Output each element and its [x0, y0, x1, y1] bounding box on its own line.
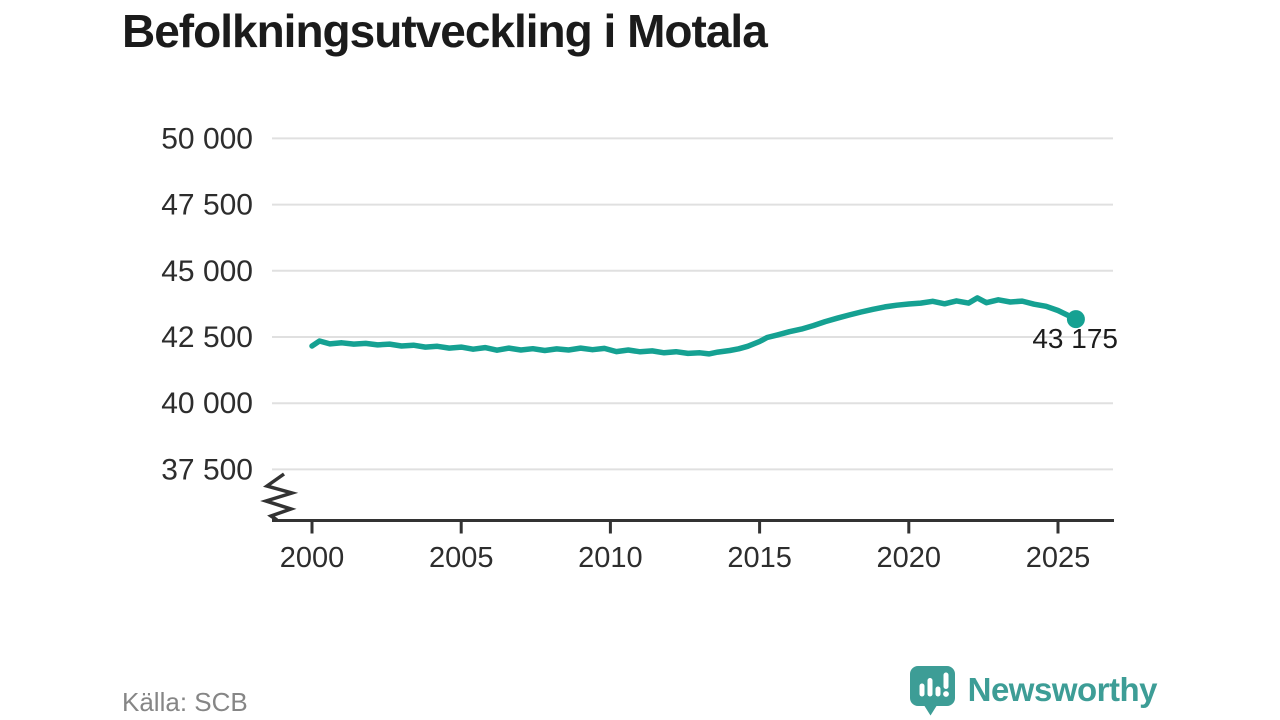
x-tick-label: 2015	[727, 542, 792, 574]
chart-title: Befolkningsutveckling i Motala	[122, 5, 768, 57]
y-tick-label: 40 000	[161, 387, 253, 420]
last-value-label: 43 175	[1032, 323, 1118, 354]
x-tick-label: 2025	[1026, 542, 1091, 574]
newsworthy-logo-icon	[909, 666, 955, 716]
axis-break-icon	[260, 472, 299, 522]
brand-link[interactable]: Newsworthy	[908, 664, 1158, 716]
y-tick-label: 45 000	[161, 255, 253, 288]
y-tick-label: 47 500	[161, 189, 253, 222]
brand-name: Newsworthy	[967, 671, 1158, 708]
source-label: Källa: SCB	[122, 687, 248, 717]
y-tick-label: 42 500	[161, 321, 253, 354]
x-tick-label: 2005	[429, 542, 494, 574]
x-tick-label: 2020	[877, 542, 942, 574]
x-tick-label: 2010	[578, 542, 643, 574]
population-line-chart: 50 000 47 500 45 000 42 500 40 000 37 500 2000…	[161, 122, 1118, 574]
x-tick-label: 2000	[280, 542, 345, 574]
y-tick-label: 50 000	[161, 122, 253, 155]
population-line	[309, 295, 1079, 357]
last-point-marker	[1066, 310, 1085, 329]
y-tick-label: 37 500	[161, 453, 253, 486]
